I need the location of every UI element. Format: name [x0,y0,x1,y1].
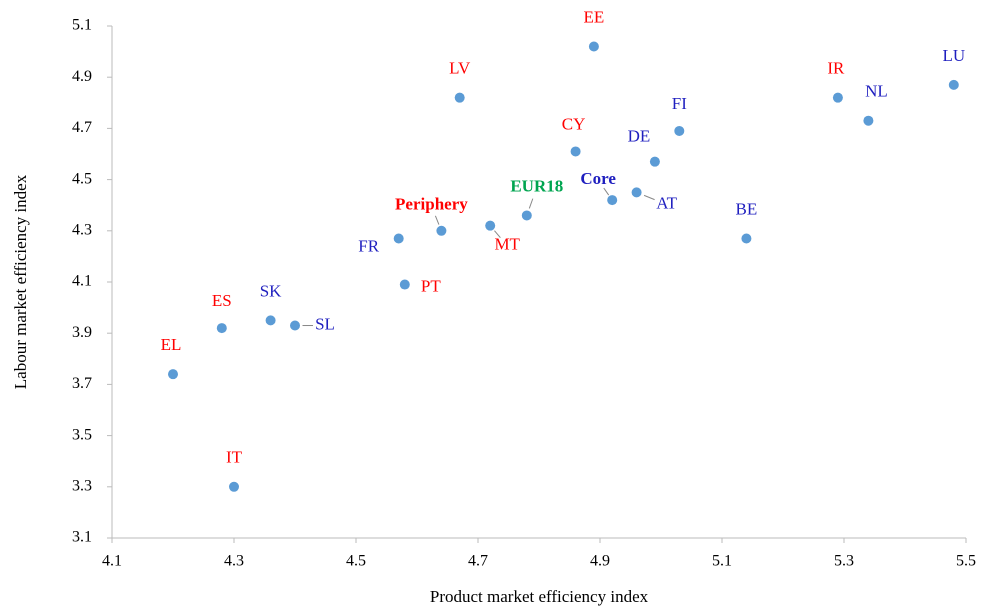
leader-line [643,194,655,201]
point-label: Periphery [395,195,468,214]
x-axis-label: Product market efficiency index [430,587,649,606]
point [832,92,843,103]
point-label: Core [580,169,616,188]
y-tick-label: 5.1 [72,17,92,34]
point-label: MT [494,235,520,254]
point [168,369,178,380]
point [649,156,660,167]
point [436,225,447,236]
x-tick-label: 5.5 [956,553,976,570]
point-label: ES [212,291,232,310]
point-label: FR [358,236,379,255]
point [265,315,276,326]
x-tick-label: 4.1 [102,553,122,570]
point-label: PT [421,276,441,295]
y-tick-label: 4.9 [72,68,92,85]
x-tick-label: 4.5 [346,553,366,570]
point [229,481,239,492]
point-label: DE [628,127,651,146]
point [631,187,642,198]
point-label: IR [827,59,845,78]
point [454,92,465,103]
x-tick-label: 4.7 [468,553,488,570]
point-label: EE [584,7,605,26]
x-tick-label: 5.1 [712,553,732,570]
point-label: EL [161,335,182,354]
leader-line [434,215,440,225]
leader-line [494,230,501,239]
point [863,115,874,126]
y-tick-label: 3.1 [72,529,92,546]
y-tick-label: 4.7 [72,119,92,136]
point [485,220,496,231]
point-label: NL [865,82,888,101]
x-tick-label: 4.3 [224,553,244,570]
point-label: SK [260,281,282,300]
y-tick-label: 3.5 [72,426,92,443]
leader-line [603,187,610,196]
point [290,320,300,331]
y-axis-label: Labour market efficiency index [11,174,30,389]
leader-line [528,198,534,209]
point-label: AT [656,193,677,212]
y-tick-label: 4.1 [72,273,92,290]
point-label: CY [562,114,586,133]
point-label: IT [226,448,243,467]
y-tick-label: 4.3 [72,221,92,238]
point [570,146,581,157]
x-tick-label: 5.3 [834,553,854,570]
point [674,125,685,136]
point [216,323,227,334]
point [741,233,752,244]
point-label: SL [315,314,335,333]
point [399,279,410,290]
point [588,41,599,52]
point-label: LV [449,59,471,78]
y-tick-label: 3.9 [72,324,92,341]
x-tick-label: 4.9 [590,553,610,570]
point [393,233,404,244]
point-label: EUR18 [510,176,563,195]
point [521,210,532,221]
y-tick-label: 3.7 [72,375,92,392]
point [607,195,618,206]
point-label: BE [736,199,758,218]
y-tick-label: 3.3 [72,477,92,494]
point-label: LU [942,46,965,65]
point-label: FI [672,94,687,113]
point [948,79,959,90]
y-tick-label: 4.5 [72,170,92,187]
